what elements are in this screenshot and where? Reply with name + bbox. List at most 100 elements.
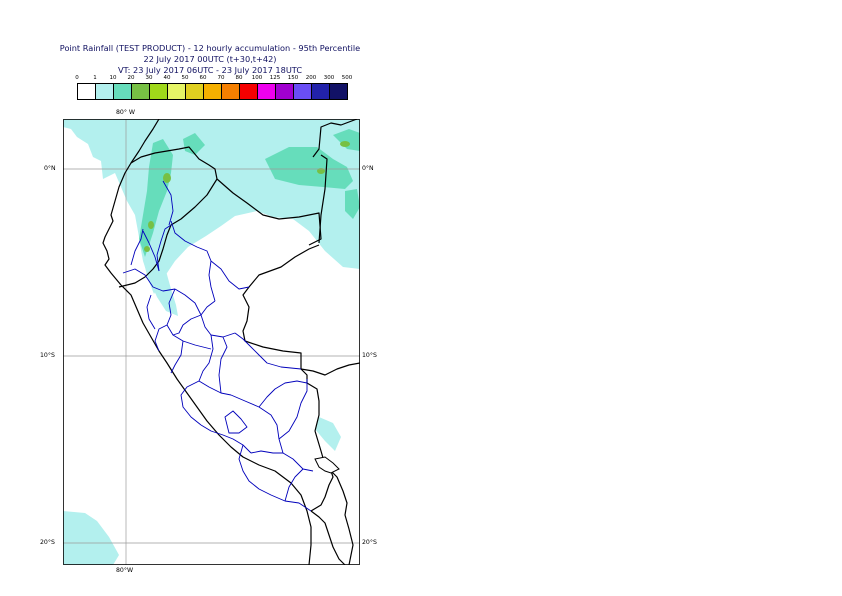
region-line-18: [218, 336, 228, 394]
legend-threshold-label: 60: [199, 75, 207, 81]
legend-threshold-label: 200: [305, 75, 317, 81]
border-ecuador-peru: [118, 178, 218, 288]
region-line-4: [198, 334, 232, 396]
region-line-22: [200, 300, 216, 316]
region-line-15: [156, 224, 172, 272]
legend-threshold-label: 100: [251, 75, 263, 81]
legend-threshold-label: 1: [93, 75, 97, 81]
map-title: Point Rainfall (TEST PRODUCT) - 12 hourl…: [40, 43, 380, 76]
rain-area-pacific-southwest: [63, 511, 119, 565]
region-line-1: [122, 268, 176, 292]
lon-label-top: 80° W: [116, 109, 136, 116]
coastline-path: [102, 119, 312, 565]
rain-area-amazon-east: [325, 217, 360, 255]
legend-color-swatch: [275, 83, 294, 100]
legend-color-swatch: [293, 83, 312, 100]
border-bolivia-north: [300, 362, 360, 376]
rain-core-5: [144, 246, 150, 252]
rain-cell-andes-2: [183, 133, 205, 155]
border-peru-chile: [310, 510, 346, 565]
legend-color-swatch: [167, 83, 186, 100]
legend-threshold-label: 125: [269, 75, 281, 81]
rain-area-coast-north: [139, 237, 178, 316]
region-line-17: [146, 294, 156, 330]
legend-color-swatch: [203, 83, 222, 100]
legend-color-swatch: [149, 83, 168, 100]
region-line-21: [170, 220, 216, 302]
lat-10-left-label: 10°S: [40, 352, 55, 359]
legend-threshold-label: 30: [145, 75, 153, 81]
region-line-6: [180, 380, 202, 426]
lat-0-left-label: 0°N: [44, 165, 56, 172]
region-line-23: [210, 260, 250, 290]
rain-cell-andes-north: [139, 139, 173, 257]
lon-label-bottom: 80°W: [116, 567, 134, 574]
title-line-1: Point Rainfall (TEST PRODUCT) - 12 hourl…: [59, 43, 361, 53]
region-line-2: [174, 288, 236, 338]
rainfall-heavy-cells: [144, 141, 350, 252]
regional-boundaries: [122, 180, 314, 512]
legend-threshold-label: 300: [323, 75, 335, 81]
title-line-3: VT: 23 July 2017 06UTC - 23 July 2017 18…: [117, 65, 303, 75]
legend-color-swatch: [239, 83, 258, 100]
legend-color-swatch: [95, 83, 114, 100]
rain-core-4: [317, 168, 325, 174]
map-canvas: [63, 119, 360, 565]
border-peru-bolivia: [310, 430, 334, 512]
color-legend: 0 1 10 20 30 40 50 60 70 80 100 125 150 200 300 500: [0, 0, 842, 120]
lat-20-left-label: 20°S: [40, 539, 55, 546]
region-line-14: [170, 340, 184, 374]
region-line-12: [284, 468, 304, 502]
lat-0-right-label: 0°N: [362, 165, 374, 172]
region-line-20: [258, 380, 308, 408]
title-line-2: 22 July 2017 00UTC (t+30,t+42): [143, 54, 277, 64]
border-colombia-brazil: [312, 119, 358, 158]
legend-threshold-label: 0: [75, 75, 79, 81]
rain-core-2: [148, 221, 154, 229]
region-line-26: [224, 410, 248, 434]
lat-20-right-label: 20°S: [362, 539, 377, 546]
region-line-19: [172, 314, 202, 336]
legend-color-swatch: [131, 83, 150, 100]
rainfall-map: [63, 119, 360, 565]
legend-color-swatch: [113, 83, 132, 100]
legend-threshold-label: 80: [235, 75, 243, 81]
region-line-25: [130, 228, 144, 266]
region-line-8: [200, 424, 252, 454]
border-colombia-ecuador: [130, 146, 218, 180]
border-colombia-brazil-2: [318, 154, 328, 244]
rain-area-southern-andes: [315, 417, 341, 451]
legend-threshold-label: 40: [163, 75, 171, 81]
coastline: [102, 119, 312, 565]
region-line-16: [142, 230, 160, 272]
rain-core-1: [163, 173, 171, 183]
legend-color-swatch: [221, 83, 240, 100]
legend-threshold-label: 10: [109, 75, 117, 81]
legend-threshold-label: 500: [341, 75, 353, 81]
border-bolivia-chile: [330, 470, 354, 565]
rain-core-3: [340, 141, 350, 147]
region-line-10: [278, 379, 308, 440]
region-line-13: [154, 324, 168, 352]
legend-color-swatch: [311, 83, 330, 100]
rain-cell-amazon-3: [345, 189, 360, 219]
region-line-3: [166, 288, 212, 350]
lat-10-right-label: 10°S: [362, 352, 377, 359]
rain-cell-amazon-1: [265, 147, 353, 189]
region-line-11: [238, 444, 312, 512]
rainfall-moderate-areas: [139, 129, 360, 257]
country-borders: [118, 119, 360, 565]
region-line-24: [162, 180, 174, 226]
legend-threshold-label: 50: [181, 75, 189, 81]
legend-threshold-label: 150: [287, 75, 299, 81]
legend-color-swatch: [257, 83, 276, 100]
region-line-5: [234, 332, 302, 370]
legend-color-swatch: [77, 83, 96, 100]
legend-threshold-label: 20: [127, 75, 135, 81]
legend-color-swatch: [185, 83, 204, 100]
map-border: [63, 119, 360, 565]
rain-cell-amazon-2: [333, 129, 360, 151]
lake-titicaca: [314, 456, 340, 474]
legend-threshold-label: 70: [217, 75, 225, 81]
legend-color-swatch: [329, 83, 348, 100]
